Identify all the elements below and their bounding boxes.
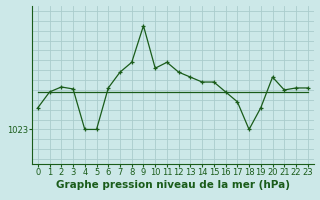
X-axis label: Graphe pression niveau de la mer (hPa): Graphe pression niveau de la mer (hPa) — [56, 180, 290, 190]
